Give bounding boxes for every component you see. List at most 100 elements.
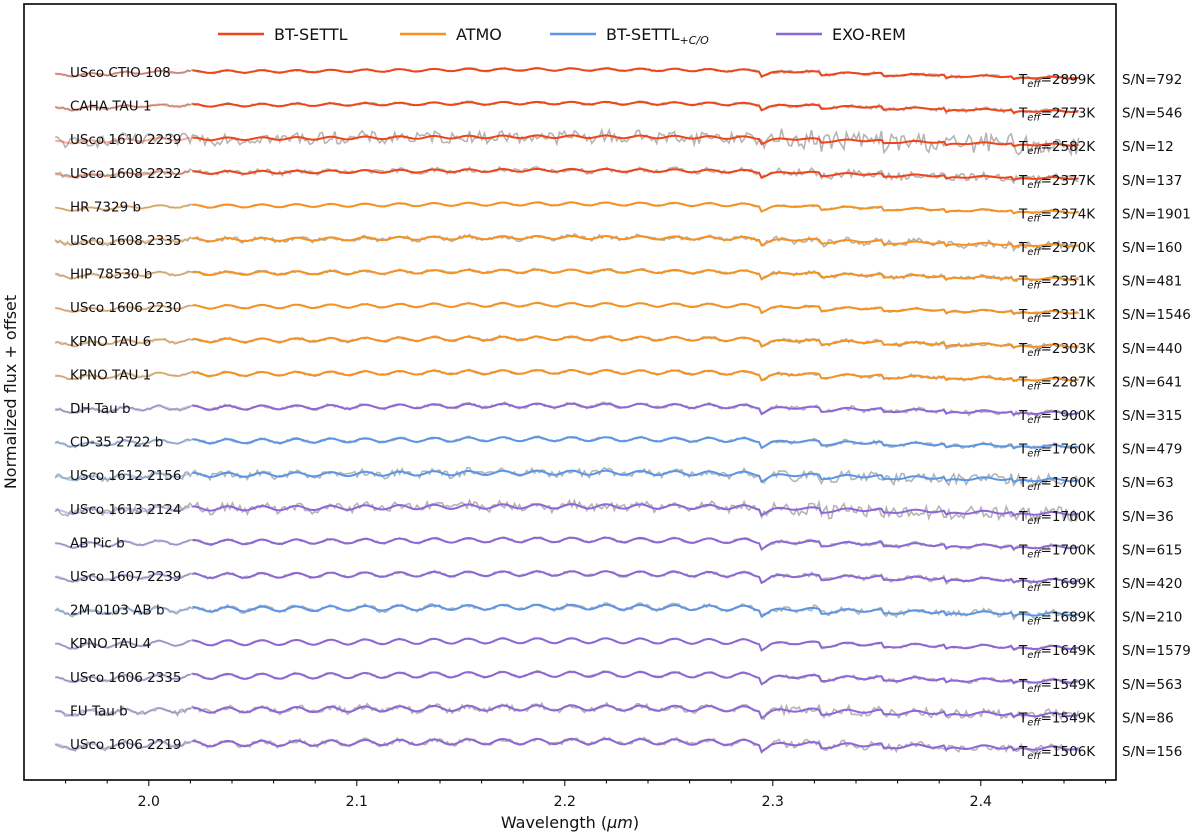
teff-label: Teff=1649K bbox=[1018, 643, 1096, 661]
x-axis-title: Wavelength (μm) bbox=[501, 813, 639, 832]
model-spectrum-line bbox=[192, 503, 1079, 517]
model-spectrum-faded-segment bbox=[55, 740, 191, 751]
legend-label: EXO-REM bbox=[832, 25, 906, 44]
spectrum-13 bbox=[54, 498, 1080, 523]
spectrum-9 bbox=[55, 368, 1079, 383]
spectrum-7 bbox=[55, 301, 1080, 316]
model-spectrum-faded-segment bbox=[55, 69, 191, 78]
model-spectrum-line bbox=[192, 335, 1079, 349]
model-spectrum-faded-segment bbox=[55, 405, 191, 414]
teff-label: Teff=1549K bbox=[1018, 677, 1096, 695]
spectrum-name-label: CAHA TAU 1 bbox=[70, 99, 152, 115]
sn-label: S/N=1901 bbox=[1122, 206, 1191, 222]
y-axis-title: Normalized flux + offset bbox=[1, 295, 20, 489]
model-spectrum-line bbox=[192, 67, 1079, 81]
model-spectrum-faded-segment bbox=[55, 304, 191, 313]
sn-label: S/N=479 bbox=[1122, 442, 1182, 458]
teff-label: Teff=1700K bbox=[1018, 509, 1096, 527]
teff-label: Teff=2377K bbox=[1018, 173, 1096, 191]
sn-label: S/N=615 bbox=[1122, 542, 1182, 558]
sn-label: S/N=420 bbox=[1122, 576, 1182, 592]
model-spectrum-faded-segment bbox=[55, 505, 191, 515]
spectrum-3 bbox=[54, 165, 1079, 185]
model-spectrum-faded-segment bbox=[55, 170, 191, 179]
plot-frame bbox=[23, 3, 1117, 781]
legend-label: BT-SETTL bbox=[274, 25, 348, 44]
sn-label: S/N=86 bbox=[1122, 710, 1174, 726]
x-tick-label: 2.4 bbox=[970, 794, 992, 810]
teff-label: Teff=2303K bbox=[1018, 341, 1096, 359]
model-spectrum-line bbox=[192, 301, 1079, 316]
x-tick-label: 2.1 bbox=[346, 794, 368, 810]
model-spectrum-line bbox=[192, 368, 1079, 383]
spectrum-8 bbox=[54, 334, 1079, 350]
legend-label: ATMO bbox=[456, 25, 502, 44]
spectrum-name-label: HIP 78530 b bbox=[70, 267, 152, 283]
x-tick-label: 2.0 bbox=[138, 794, 160, 810]
spectrum-name-label: USco 1607 2239 bbox=[70, 569, 181, 585]
model-spectrum-faded-segment bbox=[55, 371, 191, 381]
spectrum-name-label: USco 1606 2230 bbox=[70, 300, 181, 316]
spectrum-name-label: KPNO TAU 1 bbox=[70, 367, 151, 383]
labels-layer: USco CTIO 108 Teff=2899K S/N=792 CAHA TAU 1… bbox=[70, 65, 1191, 762]
legend-label: BT-SETTL+C/O bbox=[606, 25, 709, 47]
spectrum-2 bbox=[55, 127, 1080, 157]
spectrum-11 bbox=[54, 435, 1080, 451]
model-spectrum-line bbox=[192, 570, 1079, 585]
sn-label: S/N=210 bbox=[1122, 610, 1182, 626]
model-spectrum-line bbox=[192, 469, 1079, 484]
spectrum-10 bbox=[55, 401, 1080, 418]
teff-label: Teff=1700K bbox=[1018, 475, 1096, 493]
spectrum-14 bbox=[55, 535, 1080, 552]
model-spectrum-line bbox=[192, 100, 1079, 114]
model-spectrum-line bbox=[192, 637, 1079, 652]
sn-label: S/N=1579 bbox=[1122, 643, 1191, 659]
model-spectrum-faded-segment bbox=[55, 707, 191, 717]
model-spectrum-faded-segment bbox=[55, 103, 191, 111]
model-spectrum-faded-segment bbox=[55, 204, 191, 212]
spectrum-15 bbox=[55, 569, 1080, 586]
spectrum-0 bbox=[54, 66, 1079, 81]
model-spectrum-faded-segment bbox=[55, 639, 191, 650]
spectrum-name-label: USco CTIO 108 bbox=[70, 65, 171, 81]
model-spectrum-line bbox=[192, 268, 1079, 282]
legend-entry-exorem: EXO-REM bbox=[776, 25, 906, 44]
teff-label: Teff=1689K bbox=[1018, 610, 1096, 628]
spectrum-name-label: KPNO TAU 4 bbox=[70, 636, 151, 652]
model-spectrum-faded-segment bbox=[55, 572, 191, 583]
model-spectrum-line bbox=[192, 402, 1079, 416]
sn-label: S/N=63 bbox=[1122, 475, 1174, 491]
teff-label: Teff=2374K bbox=[1018, 206, 1096, 224]
legend-entry-btsettl: BT-SETTL bbox=[218, 25, 348, 44]
legend-entry-atmo: ATMO bbox=[400, 25, 502, 44]
sn-label: S/N=546 bbox=[1122, 106, 1182, 122]
spectrum-5 bbox=[54, 232, 1079, 253]
spectrum-name-label: USco 1608 2232 bbox=[70, 166, 181, 182]
spectrum-16 bbox=[54, 602, 1080, 621]
spectrum-name-label: AB Pic b bbox=[70, 535, 125, 551]
model-spectrum-line bbox=[192, 603, 1079, 619]
teff-label: Teff=2311K bbox=[1018, 307, 1096, 325]
model-spectrum-faded-segment bbox=[55, 606, 191, 616]
model-spectrum-faded-segment bbox=[55, 673, 191, 684]
teff-label: Teff=2773K bbox=[1018, 106, 1096, 124]
spectrum-name-label: KPNO TAU 6 bbox=[70, 334, 151, 350]
teff-label: Teff=2287K bbox=[1018, 374, 1096, 392]
model-spectrum-faded-segment bbox=[55, 237, 191, 246]
model-spectrum-faded-segment bbox=[55, 438, 191, 448]
x-tick-label: 2.3 bbox=[762, 794, 784, 810]
sn-label: S/N=481 bbox=[1122, 274, 1182, 290]
sn-label: S/N=563 bbox=[1122, 677, 1182, 693]
teff-label: Teff=1549K bbox=[1018, 710, 1096, 728]
sn-label: S/N=792 bbox=[1122, 72, 1182, 88]
spectrum-name-label: USco 1613 2124 bbox=[70, 502, 181, 518]
legend-entry-btsettlco: BT-SETTL+C/O bbox=[550, 25, 709, 47]
legend: BT-SETTL ATMO BT-SETTL+C/O EXO-REM bbox=[218, 25, 906, 47]
spectrum-4 bbox=[54, 201, 1079, 215]
model-spectrum-faded-segment bbox=[55, 472, 191, 482]
sn-label: S/N=440 bbox=[1122, 341, 1182, 357]
teff-label: Teff=1699K bbox=[1018, 576, 1096, 594]
spectra-layer bbox=[54, 66, 1080, 755]
model-spectrum-line bbox=[192, 536, 1079, 551]
